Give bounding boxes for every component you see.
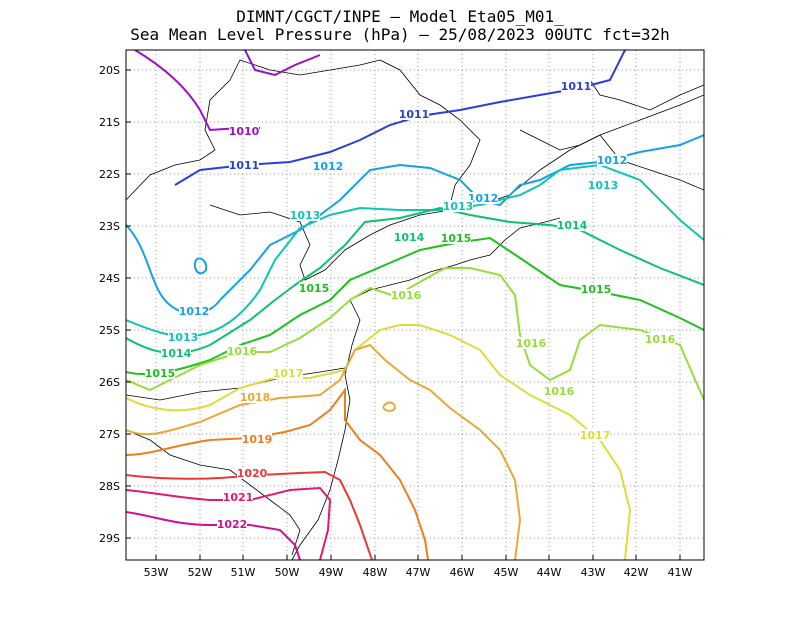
isobar-label-1018: 1018 xyxy=(240,391,271,404)
isobar-label-1015: 1015 xyxy=(299,282,330,295)
isobar-1014 xyxy=(126,206,704,355)
isobar-1010 xyxy=(244,50,321,77)
isobar-label-1013: 1013 xyxy=(588,179,619,192)
lat-tick-label: 27S xyxy=(99,428,120,441)
isobar-label-1016: 1016 xyxy=(645,333,676,346)
isobar-label-1016: 1016 xyxy=(227,345,258,358)
isobar-1018 xyxy=(382,401,397,412)
isobar-labels: 1010101110111011101210121012101210131013… xyxy=(145,80,676,531)
lon-tick-label: 53W xyxy=(144,566,169,579)
lat-tick-label: 29S xyxy=(99,532,120,545)
isobar-label-1014: 1014 xyxy=(557,219,588,232)
lon-tick-label: 52W xyxy=(188,566,213,579)
lon-tick-label: 51W xyxy=(231,566,256,579)
isobar-label-1014: 1014 xyxy=(394,231,425,244)
lat-tick-label: 25S xyxy=(99,324,120,337)
isobar-1022 xyxy=(126,511,301,560)
isobar-label-1010: 1010 xyxy=(229,125,260,138)
isobar-label-1016: 1016 xyxy=(544,385,575,398)
lon-tick-label: 49W xyxy=(319,566,344,579)
isobar-lines xyxy=(126,50,704,560)
isobar-1010 xyxy=(134,50,260,132)
isobar-label-1013: 1013 xyxy=(443,200,474,213)
lon-tick-label: 42W xyxy=(624,566,649,579)
isobar-label-1021: 1021 xyxy=(223,491,254,504)
lat-tick-label: 26S xyxy=(99,376,120,389)
lon-tick-label: 48W xyxy=(363,566,388,579)
isobar-label-1012: 1012 xyxy=(597,154,628,167)
isobar-label-1011: 1011 xyxy=(399,108,430,121)
map-title: DIMNT/CGCT/INPE – Model Eta05_M01_ xyxy=(236,7,564,26)
isobar-1016 xyxy=(126,267,704,401)
isobar-1021 xyxy=(126,486,332,560)
isobar-label-1012: 1012 xyxy=(313,160,344,173)
isobar-label-1016: 1016 xyxy=(516,337,547,350)
isobar-label-1017: 1017 xyxy=(580,429,611,442)
lat-tick-label: 24S xyxy=(99,272,120,285)
lon-tick-label: 50W xyxy=(275,566,300,579)
isobar-label-1016: 1016 xyxy=(391,289,422,302)
isobar-label-1012: 1012 xyxy=(468,192,499,205)
isobar-1015 xyxy=(126,236,704,376)
latitude-axis: 20S 21S 22S 23S 24S 25S 26S 27S 28S 29S xyxy=(99,64,131,545)
isobar-label-1014: 1014 xyxy=(161,347,192,360)
lon-tick-label: 44W xyxy=(537,566,562,579)
plot-frame xyxy=(125,49,705,561)
isobar-label-1011: 1011 xyxy=(561,80,592,93)
lat-tick-label: 21S xyxy=(99,116,120,129)
isobar-1020 xyxy=(126,470,373,560)
isobar-label-1013: 1013 xyxy=(290,209,321,222)
isobar-1018 xyxy=(126,343,522,560)
isobar-label-1022: 1022 xyxy=(217,518,248,531)
lon-tick-label: 41W xyxy=(668,566,693,579)
lon-tick-label: 46W xyxy=(450,566,475,579)
isobar-1019 xyxy=(126,387,429,560)
isobar-label-1015: 1015 xyxy=(581,283,612,296)
isobar-label-1012: 1012 xyxy=(179,305,210,318)
isobar-label-1011: 1011 xyxy=(229,159,260,172)
isobar-label-1013: 1013 xyxy=(168,331,199,344)
lat-tick-label: 20S xyxy=(99,64,120,77)
lon-tick-label: 43W xyxy=(581,566,606,579)
lat-lon-grid xyxy=(126,50,704,560)
lon-tick-label: 45W xyxy=(494,566,519,579)
isobar-1013 xyxy=(126,163,704,338)
isobar-label-1015: 1015 xyxy=(145,367,176,380)
longitude-axis: 53W 52W 51W 50W 49W 48W 47W 46W 45W 44W 43W 42W 41W xyxy=(144,555,693,579)
coastline-borders xyxy=(126,59,704,560)
lon-tick-label: 47W xyxy=(406,566,431,579)
map-subtitle: Sea Mean Level Pressure (hPa) – 25/08/20… xyxy=(130,25,670,44)
lat-tick-label: 22S xyxy=(99,168,120,181)
isobar-label-1020: 1020 xyxy=(237,467,268,480)
isobar-label-1019: 1019 xyxy=(242,433,273,446)
isobar-1012 xyxy=(126,134,704,315)
lat-tick-label: 23S xyxy=(99,220,120,233)
isobar-label-1017: 1017 xyxy=(273,367,304,380)
lat-tick-label: 28S xyxy=(99,480,120,493)
isobar-1012 xyxy=(194,257,208,275)
isobar-label-1015: 1015 xyxy=(441,232,472,245)
